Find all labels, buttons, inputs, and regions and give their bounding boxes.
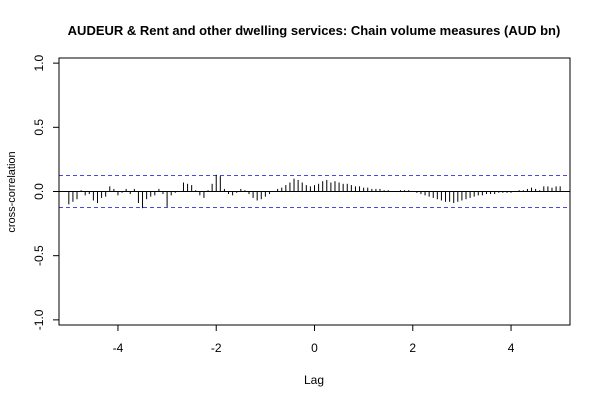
x-axis-label: Lag xyxy=(304,373,324,387)
y-tick-label: 0.5 xyxy=(32,119,46,136)
x-axis: -4 -2 0 2 4 xyxy=(113,324,515,355)
x-tick-label: -4 xyxy=(113,341,124,355)
y-axis-label: cross-correlation xyxy=(6,151,18,232)
y-tick-label: -1.0 xyxy=(32,309,46,330)
y-tick-label: 0.0 xyxy=(32,183,46,200)
chart-title: AUDEUR & Rent and other dwelling service… xyxy=(68,23,561,38)
y-tick-label: 1.0 xyxy=(32,54,46,71)
confidence-bounds xyxy=(59,174,570,209)
y-axis: -1.0 -0.5 0.0 0.5 1.0 xyxy=(32,54,60,330)
y-tick-label: -0.5 xyxy=(32,245,46,266)
x-tick-label: -2 xyxy=(211,341,222,355)
x-tick-label: 2 xyxy=(409,341,416,355)
ccf-bars xyxy=(68,174,561,209)
x-tick-label: 4 xyxy=(508,341,515,355)
x-tick-label: 0 xyxy=(311,341,318,355)
